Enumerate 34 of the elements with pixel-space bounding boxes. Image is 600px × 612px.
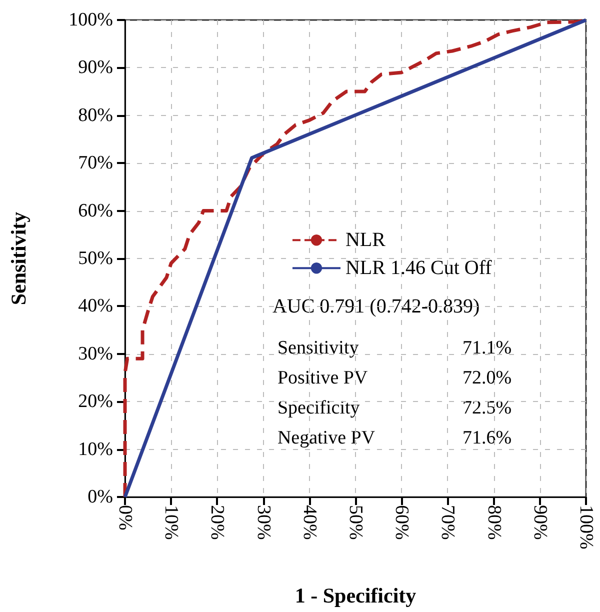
x-tick-label: 10% bbox=[160, 505, 182, 540]
y-tick-label: 40% bbox=[78, 296, 114, 317]
x-axis-title: 1 - Specificity bbox=[294, 584, 417, 608]
annotation: Negative PV bbox=[277, 428, 376, 449]
x-tick-label: 80% bbox=[483, 505, 504, 540]
annotation: Sensitivity bbox=[277, 338, 360, 359]
y-tick-label: 30% bbox=[78, 343, 114, 364]
legend-label: NLR 1.46 Cut Off bbox=[345, 257, 492, 280]
y-tick-label: 80% bbox=[78, 104, 114, 126]
y-tick-label: 100% bbox=[68, 10, 114, 30]
x-tick-label: 40% bbox=[298, 505, 320, 540]
x-tick-label: 30% bbox=[252, 505, 274, 540]
annotation: 71.6% bbox=[462, 428, 512, 449]
annotation: AUC 0.791 (0.742-0.839) bbox=[272, 296, 480, 318]
annotation: Positive PV bbox=[277, 368, 368, 389]
x-tick-label: 90% bbox=[529, 505, 550, 540]
annotation: 72.0% bbox=[462, 368, 512, 389]
y-tick-label: 10% bbox=[78, 438, 114, 460]
y-tick-label: 0% bbox=[88, 486, 114, 508]
annotation: 71.1% bbox=[462, 338, 512, 359]
y-tick-label: 50% bbox=[78, 248, 114, 269]
y-tick-label: 90% bbox=[78, 57, 114, 78]
y-tick-label: 20% bbox=[78, 391, 114, 412]
x-tick-label: 0% bbox=[114, 505, 136, 530]
x-tick-label: 20% bbox=[206, 505, 228, 540]
x-tick-label: 100% bbox=[576, 505, 596, 550]
y-tick-label: 70% bbox=[78, 152, 114, 174]
annotation: Specificity bbox=[277, 398, 360, 419]
y-axis-title: Sensitivity bbox=[6, 211, 30, 306]
legend-label: NLR bbox=[345, 229, 386, 252]
y-tick-label: 60% bbox=[78, 200, 114, 222]
x-tick-label: 50% bbox=[345, 505, 366, 540]
x-tick-label: 70% bbox=[437, 505, 458, 540]
x-tick-label: 60% bbox=[391, 505, 412, 540]
